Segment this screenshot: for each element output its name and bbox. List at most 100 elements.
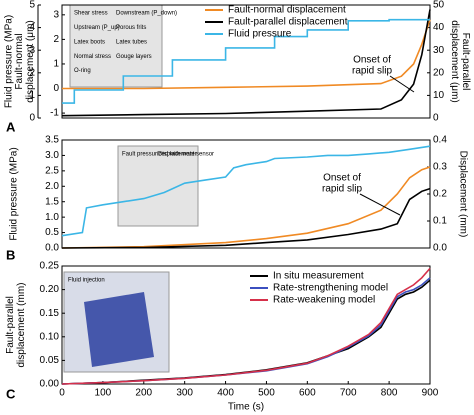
x-axis-label: Time (s) [228,402,264,413]
y-tick-label: 3.0 [45,150,59,161]
y-tick-label: 1.0 [45,212,59,223]
annotation: Onset of [323,173,361,184]
inset-label: O-ring [74,68,91,74]
plot-frame [61,139,431,249]
inset-label: Downstream (P_down) [116,11,177,17]
y3-axis-label-group: Fault-normal displacement (μm) [14,20,36,102]
y2-tick-label: 0 [433,113,439,124]
x-tick-label: 300 [176,388,193,399]
inset-image [69,4,163,88]
y2-tick-label: 40 [433,22,445,33]
y-tick-label: 0.05 [40,355,60,366]
y3-axis-label: Fault-normal [14,33,25,89]
y-axis-label: displacement (mm) [16,282,27,367]
y3-tick-label: -1 [50,108,59,119]
panel-letter: B [6,247,15,262]
annotation: rapid slip [322,184,362,195]
x-tick-label: 800 [381,388,398,399]
y-tick-label: 0.00 [40,379,60,390]
annotation-arrow [359,193,401,216]
x-tick-label: 500 [258,388,275,399]
legend-label: Rate-weakening model [273,295,375,306]
y2-tick-label: 0.3 [433,162,447,173]
y-axis-label-group: Fluid pressure (MPa) [9,147,20,240]
fault-plane [84,292,154,367]
series-line [61,145,431,237]
inset-label: Normal stress [74,54,111,60]
x-tick-label: 100 [95,388,112,399]
y2-tick-label: 20 [433,67,445,78]
y3-tick-label: 2 [53,34,59,45]
y2-axis-label-group: Displacement (mm) [457,151,468,238]
x-tick-label: 700 [340,388,357,399]
inset-label: Upstream (P_up) [74,25,120,31]
inset-label: Latex tubes [116,39,147,45]
x-tick-label: 900 [422,388,439,399]
x-tick-label: 400 [217,388,234,399]
legend-label: Rate-strengthening model [273,283,388,294]
y2-axis-label: displacement (μm) [449,20,460,102]
plot-frame [61,265,431,385]
inset-label: Fluid injection [68,278,105,284]
y-tick-label: 0.10 [40,331,60,342]
legend-label: Fluid pressure [228,29,292,40]
x-tick-label: 0 [59,388,65,399]
y-tick-label: 0.5 [45,227,59,238]
series-line [61,187,431,249]
y-tick-label: 1 [29,90,35,101]
y3-tick-label: 0 [53,83,59,94]
y2-tick-label: 50 [433,0,445,11]
y-tick-label: 1.5 [45,196,59,207]
y3-tick-label: 1 [53,59,59,70]
y-tick-label: 2.0 [45,181,59,192]
inset-label: Fault pressurized with water [122,152,197,158]
y2-tick-label: 30 [433,45,445,56]
series-line [61,166,431,249]
y-axis-label-group: Fluid pressure (MPa) [4,15,15,108]
y-axis-label: Fluid pressure (MPa) [4,15,15,108]
legend-label: In situ measurement [273,271,364,282]
inset-label: Displacement sensor [158,152,214,158]
annotation: Onset of [353,55,391,66]
y-axis-label: Fault-parallel [5,296,16,354]
y-axis-label: Fluid pressure (MPa) [9,147,20,240]
y-axis-label-group: Fault-parallel displacement (mm) [5,282,27,367]
inset-image [117,145,199,227]
y2-tick-label: 0.4 [433,135,447,146]
series-line [61,9,431,117]
y3-tick-label: 3 [53,9,59,20]
y2-axis-label: Fault-parallel [460,33,471,91]
panel-letter: A [6,119,16,134]
y2-tick-label: 0.2 [433,189,447,200]
y-tick-label: 0.25 [40,261,60,272]
y-tick-label: 4 [29,22,35,33]
y2-tick-label: 0.0 [433,243,447,254]
y2-tick-label: 10 [433,90,445,101]
legend-label: Fault-normal displacement [228,5,346,16]
y-tick-label: 0.0 [45,243,59,254]
y2-axis-label: Displacement (mm) [457,151,468,238]
plot-frame [61,4,431,119]
y3-axis-label: displacement (μm) [25,20,36,102]
x-tick-label: 600 [299,388,316,399]
inset-label: Gouge layers [116,54,152,60]
y-tick-label: 3 [29,45,35,56]
y-tick-label: 0.20 [40,284,60,295]
y2-tick-label: 0.1 [433,216,447,227]
panel-letter: C [6,386,16,401]
legend-label: Fault-parallel displacement [228,17,348,28]
y-tick-label: 3.5 [45,135,59,146]
series-line [62,18,430,104]
y-tick-label: 5 [29,0,35,11]
y-tick-label: 2 [29,67,35,78]
annotation: rapid slip [352,66,392,77]
y-tick-label: 0.15 [40,308,60,319]
y-tick-label: 2.5 [45,165,59,176]
y-tick-label: 0 [29,113,35,124]
inset-label: Latex boots [74,39,105,45]
inset-label: Porous frits [116,25,146,31]
x-tick-label: 200 [135,388,152,399]
annotation-arrow [389,75,415,93]
